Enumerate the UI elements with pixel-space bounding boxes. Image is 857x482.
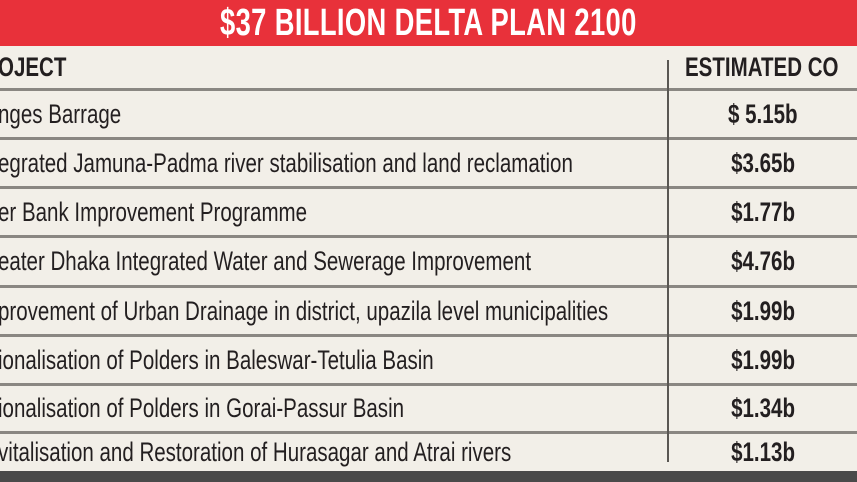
project-name: ionalisation of Polders in Baleswar-Tetu… (0, 344, 434, 375)
table-row: vitalisation and Restoration of Hurasaga… (0, 434, 857, 471)
estimated-cost: $1.34b (731, 393, 795, 423)
project-name: nges Barrage (0, 98, 122, 129)
header-row: OJECT ESTIMATED CO (0, 46, 857, 91)
project-name: vitalisation and Restoration of Hurasaga… (0, 437, 512, 467)
header-cost: ESTIMATED CO (685, 51, 839, 82)
table-row: er Bank Improvement Programme $1.77b (0, 189, 857, 238)
project-name: egrated Jamuna-Padma river stabilisation… (0, 147, 573, 178)
table-row: egrated Jamuna-Padma river stabilisation… (0, 140, 857, 189)
estimated-cost: $1.77b (731, 196, 795, 227)
table-row: eater Dhaka Integrated Water and Sewerag… (0, 238, 857, 288)
table-row: ionalisation of Polders in Baleswar-Tetu… (0, 337, 857, 386)
estimated-cost: $ 5.15b (728, 98, 798, 129)
table-row: provement of Urban Drainage in district,… (0, 288, 857, 337)
bottom-bar (0, 471, 857, 482)
title-banner: $37 BILLION DELTA PLAN 2100 (0, 0, 857, 46)
title: $37 BILLION DELTA PLAN 2100 (220, 1, 637, 44)
estimated-cost: $1.99b (731, 295, 795, 326)
estimated-cost: $1.13b (731, 437, 795, 467)
estimated-cost: $1.99b (731, 344, 795, 375)
table-row: ionalisation of Polders in Gorai-Passur … (0, 386, 857, 434)
table-row: nges Barrage $ 5.15b (0, 91, 857, 140)
project-name: eater Dhaka Integrated Water and Sewerag… (0, 246, 532, 276)
project-name: provement of Urban Drainage in district,… (0, 295, 609, 326)
project-name: ionalisation of Polders in Gorai-Passur … (0, 393, 405, 423)
header-project: OJECT (0, 51, 67, 82)
column-divider (667, 60, 669, 462)
project-name: er Bank Improvement Programme (0, 196, 308, 227)
estimated-cost: $3.65b (731, 147, 795, 178)
estimated-cost: $4.76b (731, 246, 795, 276)
